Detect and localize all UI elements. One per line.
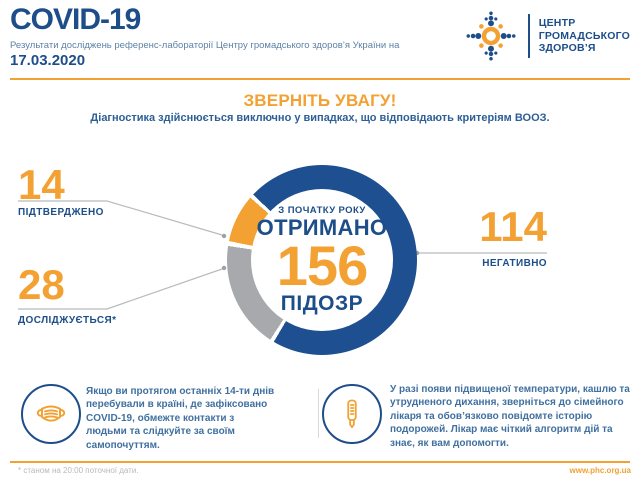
phc-dots-logo-icon: [466, 11, 516, 61]
donut-center-labels: З ПОЧАТКУ РОКУ ОТРИМАНО 156 ПІДОЗР: [251, 189, 393, 331]
org-logo: ЦЕНТР ГРОМАДСЬКОГО ЗДОРОВ’Я: [463, 8, 630, 64]
tip-travel-text: Якщо ви протягом останніх 14-ти днів пер…: [86, 386, 275, 451]
stat-confirmed-label: ПІДТВЕРДЖЕНО: [18, 207, 104, 218]
thermometer-icon: [347, 399, 357, 429]
donut-label-bottom: ПІДОЗР: [280, 292, 364, 316]
mask-icon: [36, 405, 66, 422]
logo-org-name-line: ЦЕНТР: [538, 17, 576, 30]
notice-text: Діагностика здійснюється виключно у випа…: [90, 112, 550, 124]
logo-divider: [527, 14, 530, 58]
donut-chart: З ПОЧАТКУ РОКУ ОТРИМАНО 156 ПІДОЗР: [227, 165, 417, 355]
logo-org-name-line: ГРОМАДСЬКОГО: [538, 29, 630, 42]
donut-hole: [251, 189, 393, 331]
tip-card-icon-circle: [21, 384, 81, 444]
donut-label-top: З ПОЧАТКУ РОКУ: [278, 204, 366, 216]
footer-note: * станом на 20:00 поточної дати.: [18, 466, 139, 475]
stat-negative-value: 114: [479, 203, 547, 250]
stat-investigating-value: 28: [18, 261, 65, 308]
stat-confirmed-value: 14: [18, 161, 65, 208]
report-date: 17.03.2020: [10, 52, 86, 69]
notice-title: ЗВЕРНІТЬ УВАГУ!: [243, 91, 397, 110]
tips-divider: [318, 389, 319, 438]
header-rule: [10, 78, 630, 80]
footer-rule: [10, 461, 630, 463]
header-subtitle: Результати досліджень референс-лаборатор…: [10, 40, 400, 51]
donut-label-middle: ОТРИМАНО: [256, 214, 388, 240]
logo-org-name-line: ЗДОРОВ’Я: [538, 42, 596, 55]
donut-total-value: 156: [276, 233, 368, 297]
tip-card-icon-circle: [322, 384, 382, 444]
logo-org-name: ЦЕНТР ГРОМАДСЬКОГО ЗДОРОВ’Я: [539, 17, 630, 55]
page-title: COVID-19: [10, 3, 141, 36]
stat-negative-label: НЕГАТИВНО: [482, 258, 547, 269]
footer-website-link[interactable]: www.phc.org.ua: [569, 466, 631, 475]
stat-investigating-label: ДОСЛІДЖУЄТЬСЯ*: [18, 315, 117, 326]
tip-fever-text: У разі появи підвищеної температури, каш…: [390, 384, 630, 449]
